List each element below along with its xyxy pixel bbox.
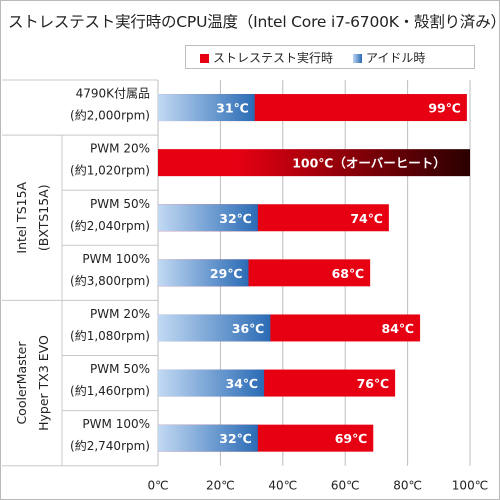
category-label: PWM 20% [90, 142, 150, 156]
category-label: (約2,040rpm) [70, 218, 150, 233]
category-label: 4790K付属品 [76, 87, 150, 101]
category-label: (約3,800rpm) [70, 273, 150, 288]
bar-idle [158, 314, 271, 342]
legend-item-stress: ストレステスト実行時 [200, 49, 333, 66]
data-label-idle: 36℃ [232, 321, 265, 336]
legend-item-idle: アイドル時 [353, 49, 425, 66]
group-label-line: CoolerMaster [14, 341, 29, 425]
bar-idle [158, 369, 265, 397]
legend-swatch-stress [200, 54, 209, 63]
x-tick-label: 20℃ [206, 479, 235, 493]
data-label-idle: 34℃ [226, 376, 259, 391]
bar-stress-overheat [158, 149, 470, 177]
category-label: PWM 50% [90, 362, 150, 376]
category-label: PWM 100% [82, 252, 150, 266]
data-label-stress: 69℃ [335, 431, 368, 446]
data-label-idle: 32℃ [219, 211, 252, 226]
x-tick-label: 80℃ [393, 479, 422, 493]
data-label-stress: 74℃ [350, 211, 383, 226]
data-label-idle: 29℃ [210, 266, 243, 281]
legend-swatch-idle [353, 54, 362, 63]
legend-label-idle: アイドル時 [366, 51, 426, 65]
category-label: (約2,000rpm) [70, 108, 150, 123]
data-label-stress: 68℃ [332, 266, 365, 281]
category-label: (約1,080rpm) [70, 328, 150, 343]
data-label-stress: 76℃ [357, 376, 390, 391]
group-label: CoolerMaster Hyper TX3 EVO [14, 335, 51, 431]
category-label: PWM 20% [90, 307, 150, 321]
chart-title: ストレステスト実行時のCPU温度（Intel Core i7-6700K・殻割り… [8, 13, 500, 31]
category-label: (約1,460rpm) [70, 383, 150, 398]
x-tick-label: 0℃ [147, 479, 168, 493]
group-label-line: Intel TS15A [14, 181, 29, 253]
category-label: PWM 100% [82, 417, 150, 431]
data-label-idle: 32℃ [219, 431, 252, 446]
chart-legend: ストレステスト実行時 アイドル時 [185, 45, 475, 69]
data-label-idle: 31℃ [216, 101, 249, 116]
group-label: Intel TS15A (BXTS15A) [14, 181, 51, 253]
group-label-line: Hyper TX3 EVO [36, 335, 51, 431]
group-label-line: (BXTS15A) [36, 184, 51, 251]
data-label-stress: 100℃（オーバーヒート） [292, 156, 446, 171]
x-tick-label: 40℃ [268, 479, 297, 493]
category-label: PWM 50% [90, 197, 150, 211]
data-label-stress: 84℃ [382, 321, 415, 336]
bar-idle [158, 94, 255, 122]
category-label: (約1,020rpm) [70, 163, 150, 178]
legend-label-stress: ストレステスト実行時 [213, 51, 334, 65]
bar-idle [158, 259, 249, 287]
bar-idle [158, 204, 258, 232]
category-label: (約2,740rpm) [70, 438, 150, 453]
data-label-stress: 99℃ [428, 101, 461, 116]
x-tick-label: 60℃ [331, 479, 360, 493]
bar-idle [158, 424, 258, 452]
x-tick-label: 100℃ [452, 479, 488, 493]
